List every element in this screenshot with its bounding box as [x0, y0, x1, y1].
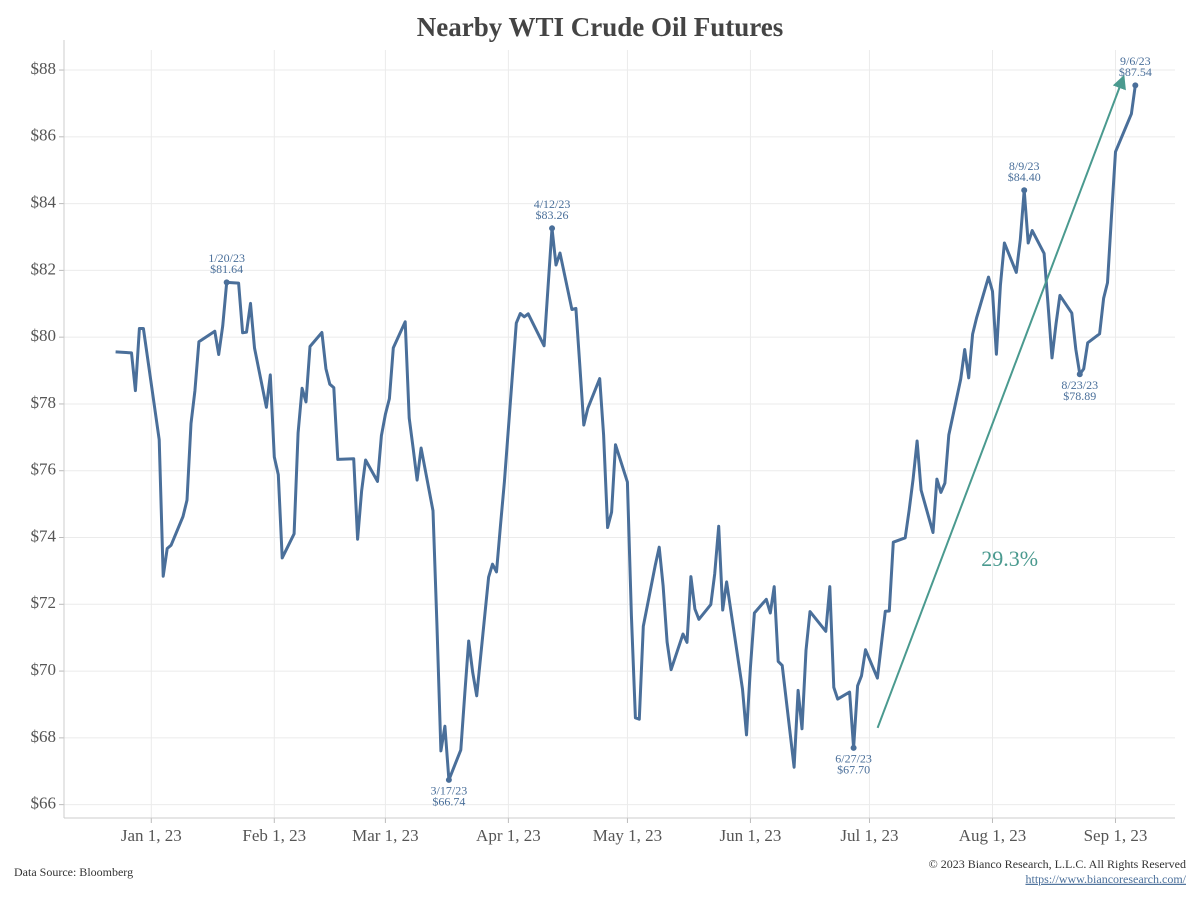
annotation-date: 8/23/23	[1061, 378, 1098, 392]
annotation-value: $81.64	[210, 262, 243, 276]
annotation-dot	[1076, 371, 1083, 378]
annotation-date: 8/9/23	[1009, 159, 1040, 173]
price-line	[115, 85, 1137, 782]
y-tick-label: $68	[31, 727, 57, 746]
source: Data Source: Bloomberg	[14, 865, 133, 879]
y-tick-label: $78	[31, 393, 57, 412]
annotation-value: $83.26	[536, 208, 569, 222]
y-tick-label: $88	[31, 59, 57, 78]
annotation-value: $84.40	[1008, 170, 1041, 184]
annotation-value: $67.70	[837, 763, 870, 777]
copyright: © 2023 Bianco Research, L.L.C. All Right…	[929, 857, 1186, 871]
y-tick-label: $86	[31, 126, 57, 145]
x-tick-label: Sep 1, 23	[1084, 826, 1148, 845]
annotation-dot	[549, 225, 556, 232]
annotation-date: 3/17/23	[431, 784, 468, 798]
x-tick-label: Mar 1, 23	[352, 826, 419, 845]
change-label: 29.3%	[981, 546, 1038, 571]
y-tick-label: $84	[31, 193, 57, 212]
annotation-value: $87.54	[1119, 65, 1152, 79]
change-arrow	[876, 74, 1126, 729]
x-tick-label: May 1, 23	[593, 826, 662, 845]
x-tick-label: Jul 1, 23	[840, 826, 898, 845]
y-tick-label: $80	[31, 326, 57, 345]
annotation-dot	[445, 776, 452, 783]
annotation-value: $78.89	[1063, 389, 1096, 403]
x-tick-label: Feb 1, 23	[242, 826, 306, 845]
y-tick-label: $74	[31, 526, 57, 545]
y-tick-label: $82	[31, 259, 57, 278]
x-tick-label: Aug 1, 23	[959, 826, 1027, 845]
chart-title: Nearby WTI Crude Oil Futures	[417, 12, 784, 42]
y-tick-label: $66	[31, 794, 57, 813]
y-tick-label: $72	[31, 593, 57, 612]
annotation-dot	[1021, 187, 1028, 194]
annotation-dot	[850, 744, 857, 751]
x-tick-label: Jan 1, 23	[121, 826, 182, 845]
annotation-date: 9/6/23	[1120, 54, 1151, 68]
y-tick-label: $70	[31, 660, 57, 679]
annotation-date: 4/12/23	[534, 197, 571, 211]
y-tick-label: $76	[31, 460, 57, 479]
x-tick-label: Apr 1, 23	[476, 826, 541, 845]
annotation-date: 1/20/23	[208, 251, 245, 265]
annotation-value: $66.74	[432, 795, 465, 809]
annotation-date: 6/27/23	[835, 752, 872, 766]
annotation-dot	[223, 279, 230, 286]
x-tick-label: Jun 1, 23	[720, 826, 782, 845]
annotation-dot	[1132, 82, 1139, 89]
url[interactable]: https://www.biancoresearch.com/	[1025, 872, 1186, 886]
